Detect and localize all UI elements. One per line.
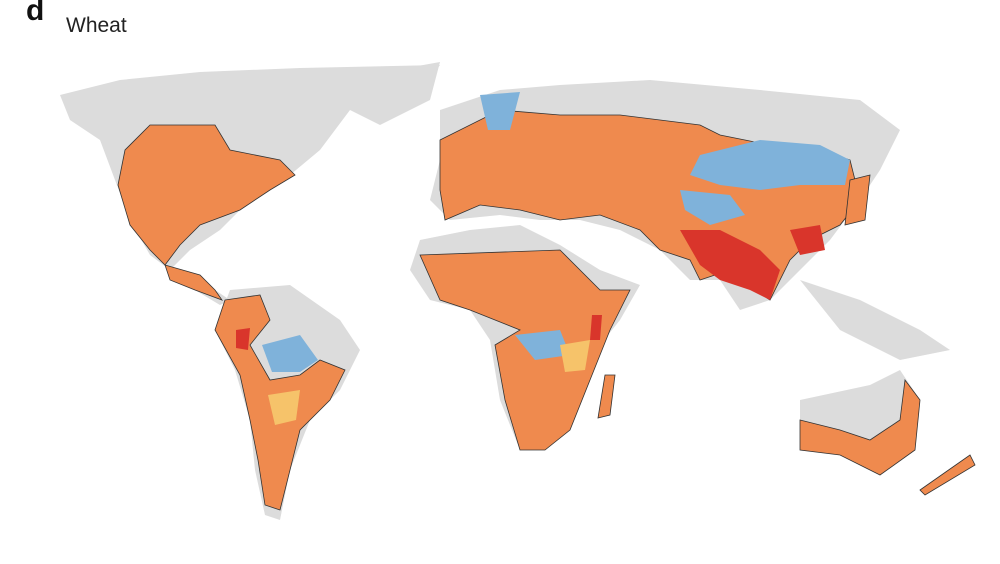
panel-label: d [26, 0, 45, 27]
map-title: Wheat [66, 14, 127, 37]
wheat-areas [117, 92, 976, 511]
